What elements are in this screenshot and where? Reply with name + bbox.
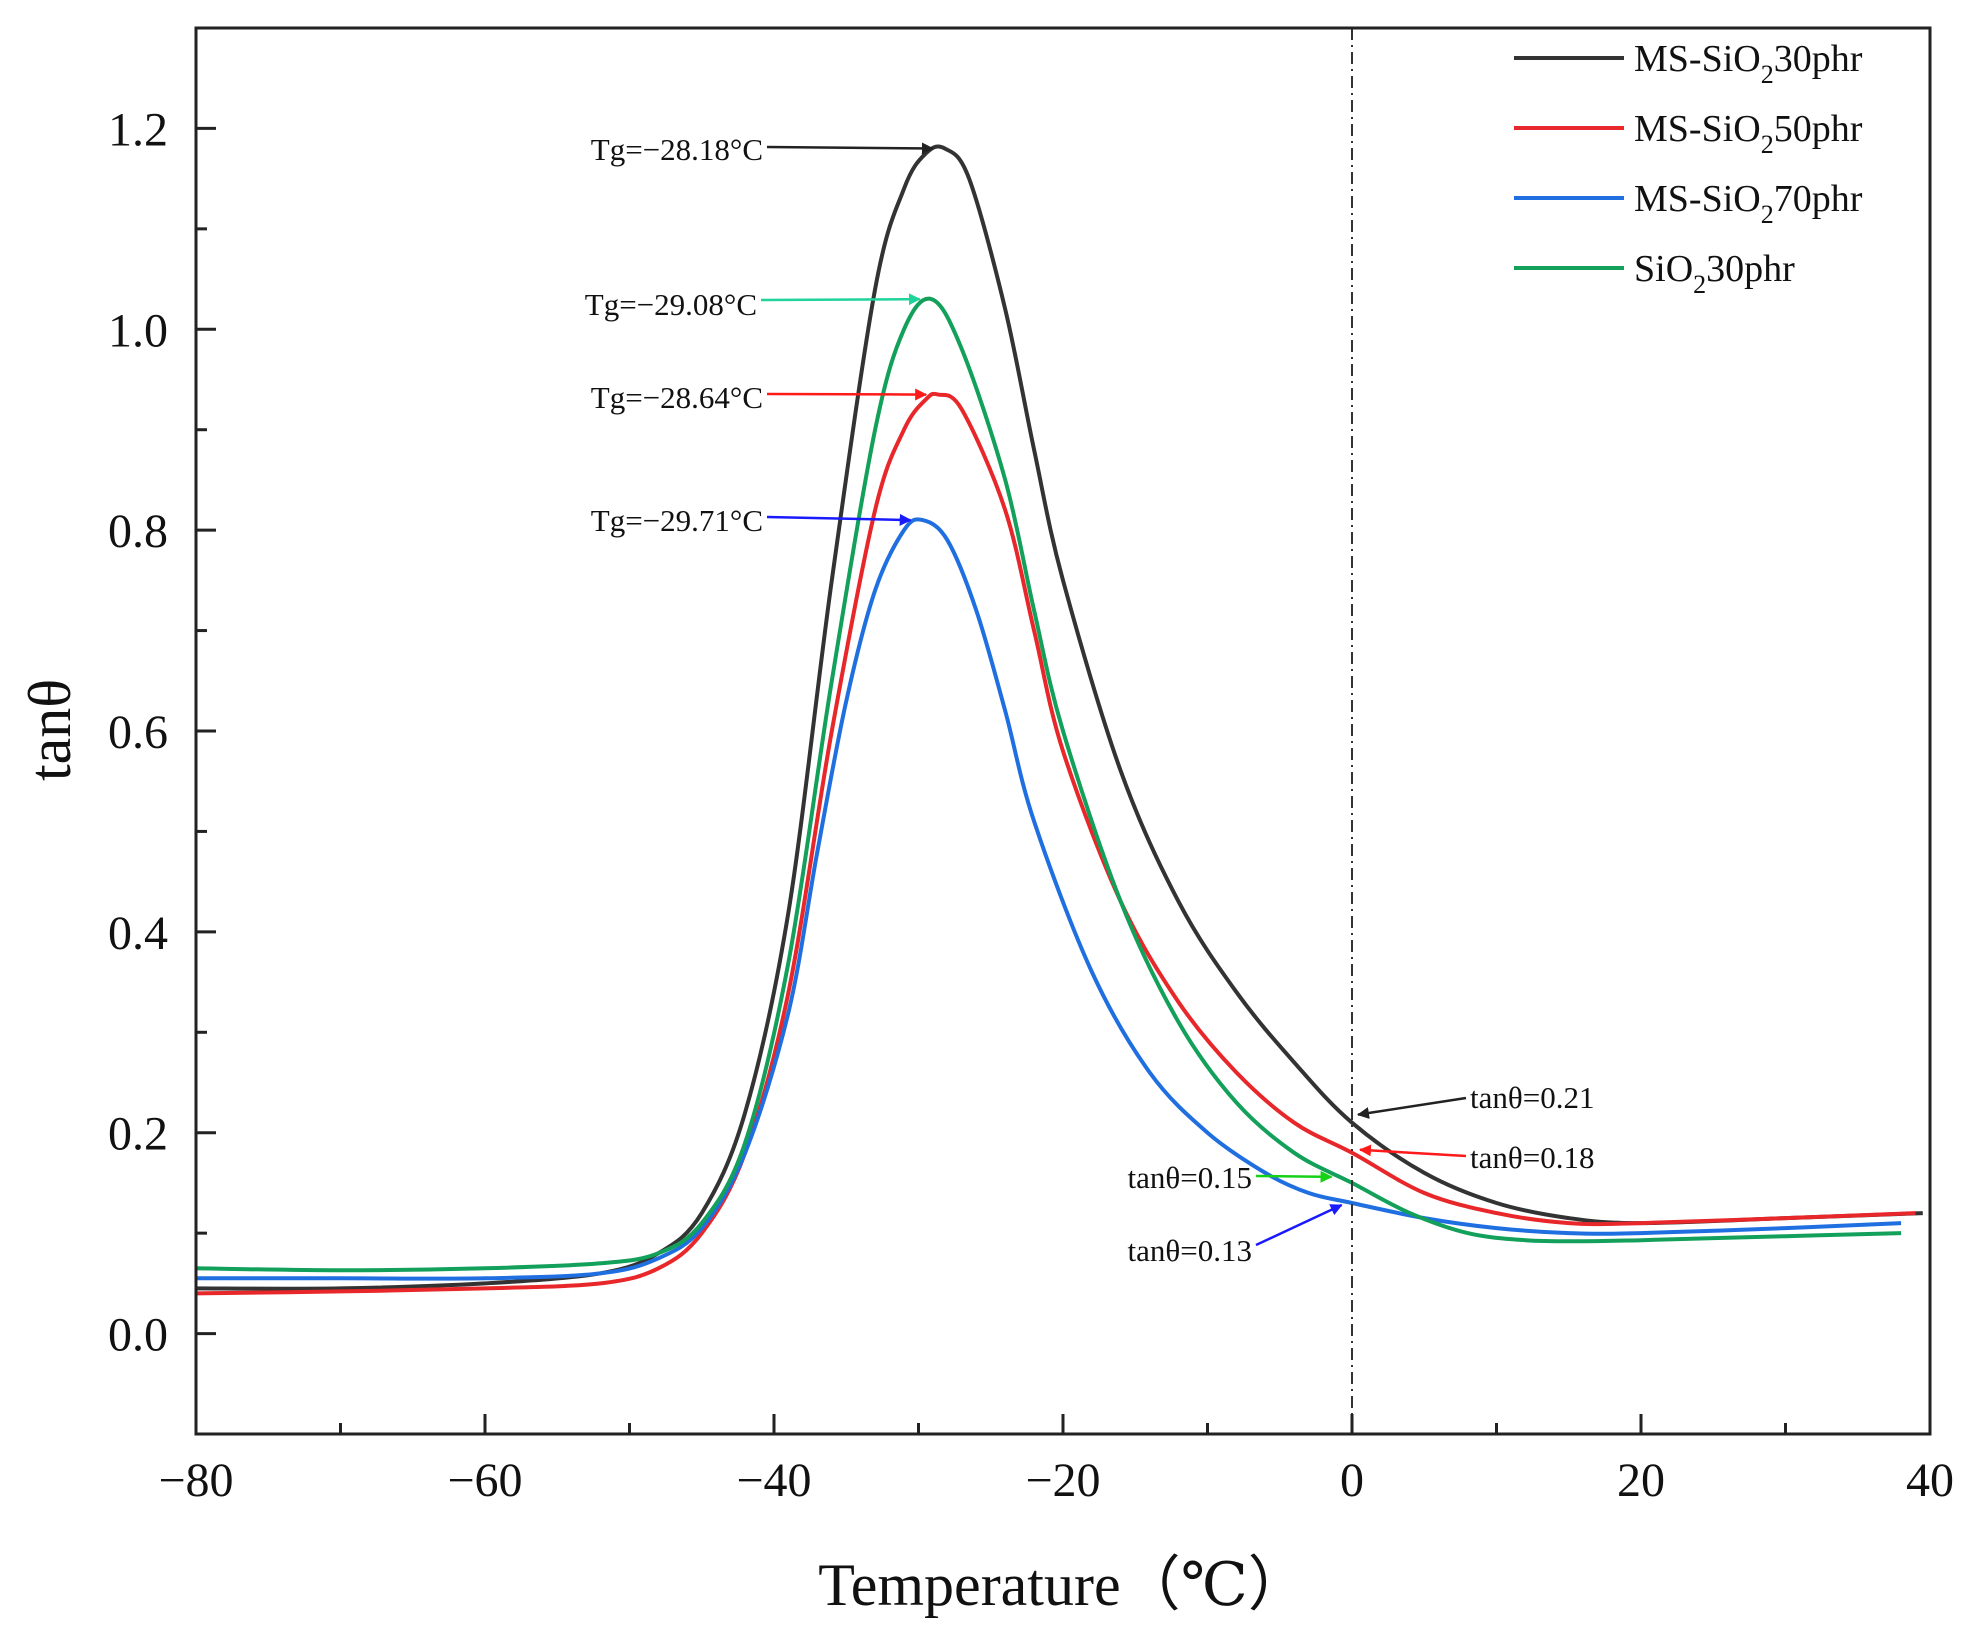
y-tick-label: 1.2	[108, 103, 168, 156]
annotation-arrow	[760, 293, 921, 306]
legend-label-tail: 70phr	[1774, 178, 1863, 220]
x-tick-label: −40	[736, 1454, 811, 1507]
annotation-arrow	[1255, 1203, 1343, 1247]
legend: MS-SiO230phrMS-SiO250phrMS-SiO270phrSiO2…	[1514, 38, 1863, 299]
series-layer	[195, 28, 1923, 1434]
annotation-label: tanθ=0.18	[1470, 1140, 1594, 1175]
legend-label-base: MS-SiO	[1634, 178, 1761, 220]
legend-label-subscript: 2	[1761, 60, 1774, 89]
annotation-label: tanθ=0.13	[1128, 1233, 1252, 1268]
x-tick-label: 0	[1340, 1454, 1364, 1507]
ticks-layer: −80 −60 −40 −20 0 20 40 0.0 0.2 0.4 0.6 0.8 1.0 1.2	[108, 26, 1954, 1507]
y-tick-label: 0.0	[108, 1309, 168, 1362]
y-tick-label: 0.4	[108, 907, 168, 960]
y-tick-label: 0.6	[108, 706, 168, 759]
annotation-label: tanθ=0.21	[1470, 1080, 1594, 1115]
legend-label: MS-SiO270phr	[1634, 178, 1863, 229]
legend-label-base: MS-SiO	[1634, 38, 1761, 80]
legend-label-tail: 50phr	[1774, 108, 1863, 150]
y-axis-title: tanθ	[17, 679, 83, 781]
annotation-label: Tg=−28.18°C	[591, 132, 763, 167]
legend-label-subscript: 2	[1761, 200, 1774, 229]
series-line-4	[195, 296, 1902, 1273]
legend-label-tail: 30phr	[1706, 248, 1795, 290]
legend-label: MS-SiO250phr	[1634, 108, 1863, 159]
series-line-2	[195, 391, 1916, 1296]
annotation-label: Tg=−29.08°C	[585, 287, 757, 322]
legend-label: MS-SiO230phr	[1634, 38, 1863, 89]
legend-label-base: MS-SiO	[1634, 108, 1761, 150]
y-tick-label: 1.0	[108, 304, 168, 357]
annotation-arrow	[1255, 1170, 1333, 1183]
series-line-1	[195, 144, 1923, 1291]
annotation-label: Tg=−28.64°C	[591, 380, 763, 415]
legend-label: SiO230phr	[1634, 248, 1795, 299]
annotation-arrow	[766, 388, 928, 401]
legend-label-tail: 30phr	[1774, 38, 1863, 80]
y-tick-label: 0.8	[108, 505, 168, 558]
annotation-arrow	[766, 513, 912, 526]
x-tick-label: 20	[1617, 1454, 1665, 1507]
x-tick-label: −80	[158, 1454, 233, 1507]
annotation-arrow	[1359, 1144, 1467, 1158]
annotation-label: tanθ=0.15	[1128, 1160, 1252, 1195]
annotations-layer: Tg=−28.18°C Tg=−29.08°C Tg=−28.64°C Tg=−29.…	[585, 132, 1595, 1268]
x-tick-label: −60	[447, 1454, 522, 1507]
y-tick-label: 0.2	[108, 1108, 168, 1161]
series-line-3	[196, 517, 1902, 1281]
legend-label-subscript: 2	[1693, 270, 1706, 299]
x-tick-label: −20	[1025, 1454, 1100, 1507]
x-axis-title: Temperature（℃）	[818, 1552, 1307, 1618]
annotation-arrow	[1357, 1096, 1467, 1119]
x-tick-label: 40	[1906, 1454, 1954, 1507]
legend-label-subscript: 2	[1761, 130, 1774, 159]
annotation-label: Tg=−29.71°C	[591, 503, 763, 538]
annotation-arrow	[766, 142, 934, 155]
legend-label-base: SiO	[1634, 248, 1693, 290]
